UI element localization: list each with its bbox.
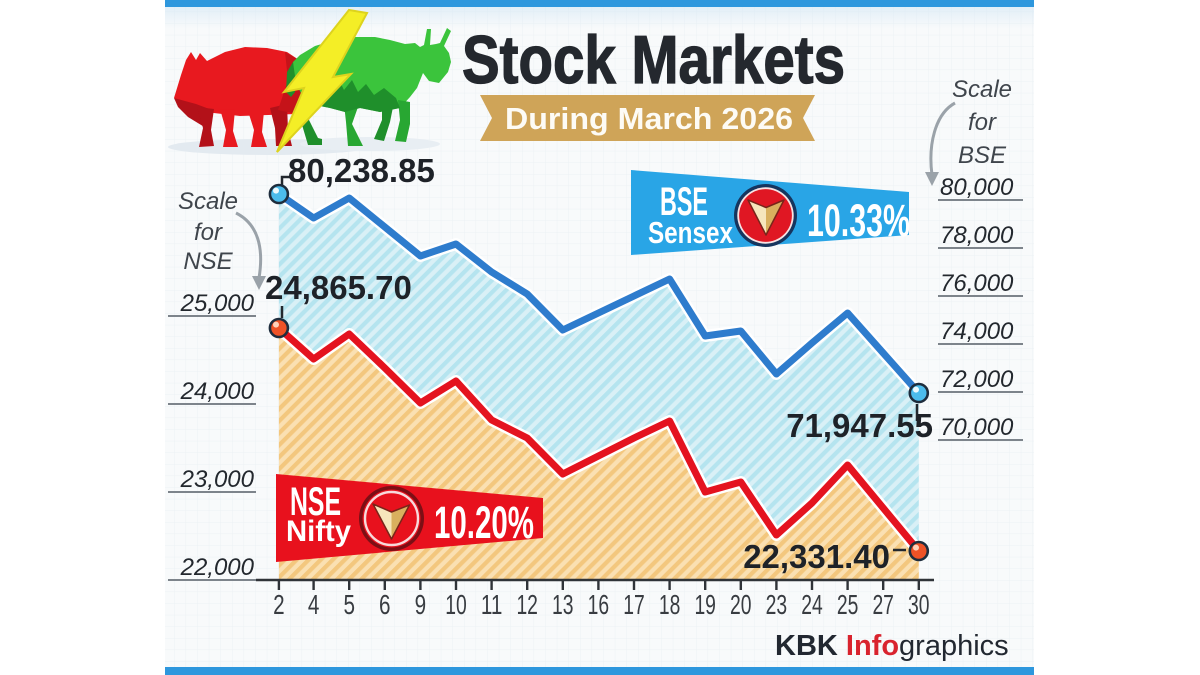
svg-text:During March 2026: During March 2026 xyxy=(505,101,793,136)
svg-text:80,238.85: 80,238.85 xyxy=(288,152,435,189)
svg-text:23: 23 xyxy=(766,589,788,620)
svg-text:10.33%: 10.33% xyxy=(807,195,910,246)
svg-text:12: 12 xyxy=(516,589,538,620)
svg-text:17: 17 xyxy=(623,589,645,620)
svg-text:5: 5 xyxy=(343,589,355,620)
svg-text:KBK Infographics: KBK Infographics xyxy=(775,630,1009,662)
svg-text:4: 4 xyxy=(308,589,320,620)
svg-text:11: 11 xyxy=(481,589,503,620)
svg-text:6: 6 xyxy=(379,589,391,620)
svg-text:13: 13 xyxy=(552,589,574,620)
svg-text:78,000: 78,000 xyxy=(940,222,1014,249)
svg-text:27: 27 xyxy=(872,589,894,620)
svg-text:76,000: 76,000 xyxy=(940,270,1014,297)
svg-text:Scale: Scale xyxy=(178,188,238,215)
svg-text:2: 2 xyxy=(273,589,285,620)
svg-text:74,000: 74,000 xyxy=(940,318,1014,345)
svg-text:Stock Markets: Stock Markets xyxy=(462,22,845,98)
svg-text:22,331.40: 22,331.40 xyxy=(743,538,890,575)
svg-text:22,000: 22,000 xyxy=(180,554,255,581)
svg-text:BSE: BSE xyxy=(660,180,708,224)
svg-text:19: 19 xyxy=(694,589,716,620)
svg-text:24,865.70: 24,865.70 xyxy=(265,269,412,306)
svg-text:Nifty: Nifty xyxy=(286,515,351,548)
svg-text:BSE: BSE xyxy=(958,142,1007,169)
svg-text:25,000: 25,000 xyxy=(180,290,255,317)
svg-text:9: 9 xyxy=(415,589,427,620)
svg-text:for: for xyxy=(968,109,997,136)
svg-text:for: for xyxy=(194,219,223,246)
svg-text:16: 16 xyxy=(588,589,610,620)
svg-text:24: 24 xyxy=(801,589,823,620)
svg-text:80,000: 80,000 xyxy=(940,174,1014,201)
svg-text:71,947.55: 71,947.55 xyxy=(786,407,933,444)
svg-text:24,000: 24,000 xyxy=(180,378,255,405)
svg-text:NSE: NSE xyxy=(183,248,233,275)
svg-text:10: 10 xyxy=(445,589,467,620)
svg-text:18: 18 xyxy=(659,589,681,620)
svg-text:Scale: Scale xyxy=(952,76,1012,103)
svg-text:23,000: 23,000 xyxy=(180,466,255,493)
svg-text:30: 30 xyxy=(908,589,930,620)
svg-text:10.20%: 10.20% xyxy=(434,497,534,548)
svg-text:25: 25 xyxy=(837,589,859,620)
svg-text:20: 20 xyxy=(730,589,752,620)
svg-text:72,000: 72,000 xyxy=(940,366,1014,393)
svg-text:Sensex: Sensex xyxy=(648,215,734,250)
svg-text:NSE: NSE xyxy=(290,480,341,524)
svg-text:70,000: 70,000 xyxy=(940,414,1014,441)
